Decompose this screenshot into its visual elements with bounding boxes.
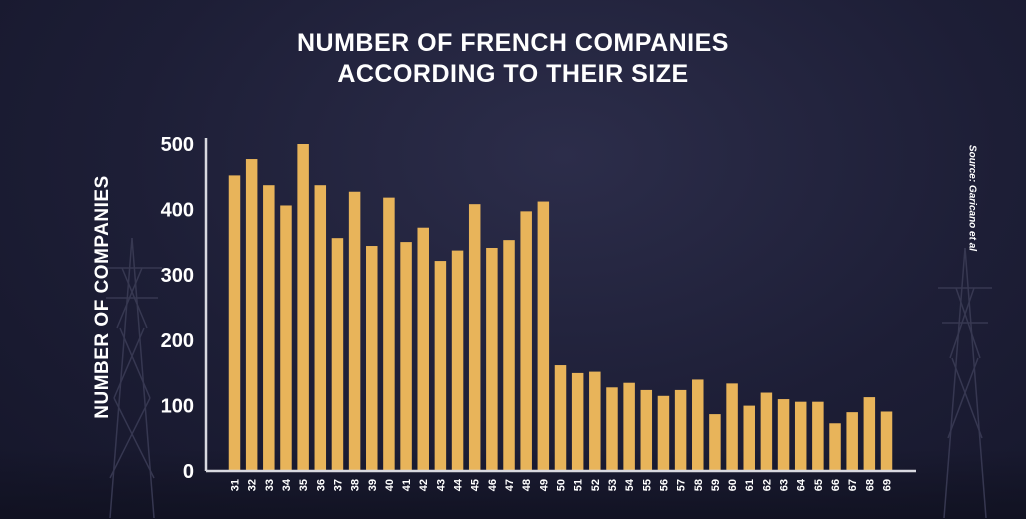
bar-62 [760,392,773,471]
bar-47 [503,240,515,471]
x-tick-label: 63 [779,479,791,491]
x-tick-label: 61 [744,479,756,491]
bar-33 [263,185,275,471]
x-tick-label: 60 [727,479,739,491]
bar-61 [743,405,755,471]
x-tick-label: 69 [882,479,894,491]
chart-title-line-2: ACCORDING TO THEIR SIZE [337,60,689,88]
x-tick-label: 53 [607,479,619,491]
bar-63 [777,399,790,471]
x-tick-label: 41 [401,479,413,491]
right-power-tower [938,248,992,518]
chart-title: NUMBER OF FRENCH COMPANIES ACCORDING TO … [0,28,1026,90]
bar-59 [709,414,721,471]
x-tick-label: 56 [658,479,670,491]
bar-45 [468,204,481,471]
y-tick-label: 300 [161,265,194,287]
bar-44 [451,250,464,471]
x-tick-label: 64 [796,478,808,491]
x-tick-label: 31 [230,479,242,491]
bar-56 [657,395,670,471]
bar-52 [589,371,601,471]
bar-55 [640,389,653,471]
x-tick-label: 44 [453,478,465,491]
bars [228,144,893,472]
x-tick-label: 54 [624,478,636,491]
x-tick-label: 51 [573,479,585,491]
bar-37 [331,238,344,471]
x-tick-label: 39 [367,479,379,491]
x-tick-label: 46 [487,479,499,491]
x-tick-label: 34 [281,478,293,491]
x-tick-label: 59 [710,479,722,491]
y-tick-label: 100 [161,396,194,418]
bar-67 [846,412,858,471]
bar-43 [434,261,447,471]
bar-35 [297,144,309,471]
bar-41 [400,242,412,471]
bar-60 [726,383,738,471]
x-tick-label: 55 [641,479,653,491]
x-tick-label: 43 [435,479,447,491]
x-tick-label: 36 [315,479,327,491]
x-tick-labels: 31 32 33 34 35 36 37 38 39 40 41 42 43 44 45 46 47 48 49 50… [230,478,894,491]
x-tick-label: 32 [247,479,259,491]
bar-53 [606,387,618,471]
x-tick-label: 47 [504,479,516,491]
x-tick-label: 57 [676,479,688,491]
y-tick-labels: 0 100 200 300 400 500 [161,134,194,483]
bar-51 [571,372,584,471]
y-tick-label: 200 [161,330,194,352]
x-tick-label: 40 [384,479,396,491]
y-tick-label: 400 [161,199,194,221]
bar-64 [794,401,807,471]
bar-49 [537,201,550,471]
x-tick-label: 68 [864,479,876,491]
bar-36 [314,185,327,471]
bar-40 [383,197,395,472]
x-tick-label: 45 [470,479,482,491]
x-tick-label: 66 [830,479,842,491]
x-tick-label: 49 [538,479,550,491]
left-power-tower [102,238,162,518]
x-tick-label: 50 [556,479,568,491]
y-tick-label: 0 [183,461,194,483]
bar-38 [348,191,361,471]
bar-46 [486,247,498,471]
x-tick-label: 38 [350,479,362,491]
bar-39 [366,246,378,471]
bar-34 [280,205,292,471]
y-tick-label: 500 [161,134,194,156]
bar-42 [417,227,429,471]
axes [204,138,916,473]
x-tick-label: 33 [264,479,276,491]
x-tick-label: 62 [761,479,773,491]
bar-32 [245,159,258,472]
bar-69 [880,411,893,471]
x-tick-label: 67 [847,479,859,491]
x-tick-label: 37 [332,479,344,491]
x-tick-label: 65 [813,479,825,491]
x-tick-label: 42 [418,479,430,491]
bar-65 [812,401,824,471]
bar-57 [674,389,687,471]
bar-58 [692,379,704,471]
bar-50 [554,365,567,471]
bar-31 [228,175,241,471]
bar-48 [520,211,532,471]
bar-54 [623,382,635,471]
bar-68 [863,397,876,471]
x-tick-label: 58 [693,479,705,491]
x-tick-label: 52 [590,479,602,491]
bar-66 [829,423,841,471]
chart-title-line-1: NUMBER OF FRENCH COMPANIES [297,29,729,57]
x-tick-label: 48 [521,479,533,491]
x-tick-label: 35 [298,479,310,491]
